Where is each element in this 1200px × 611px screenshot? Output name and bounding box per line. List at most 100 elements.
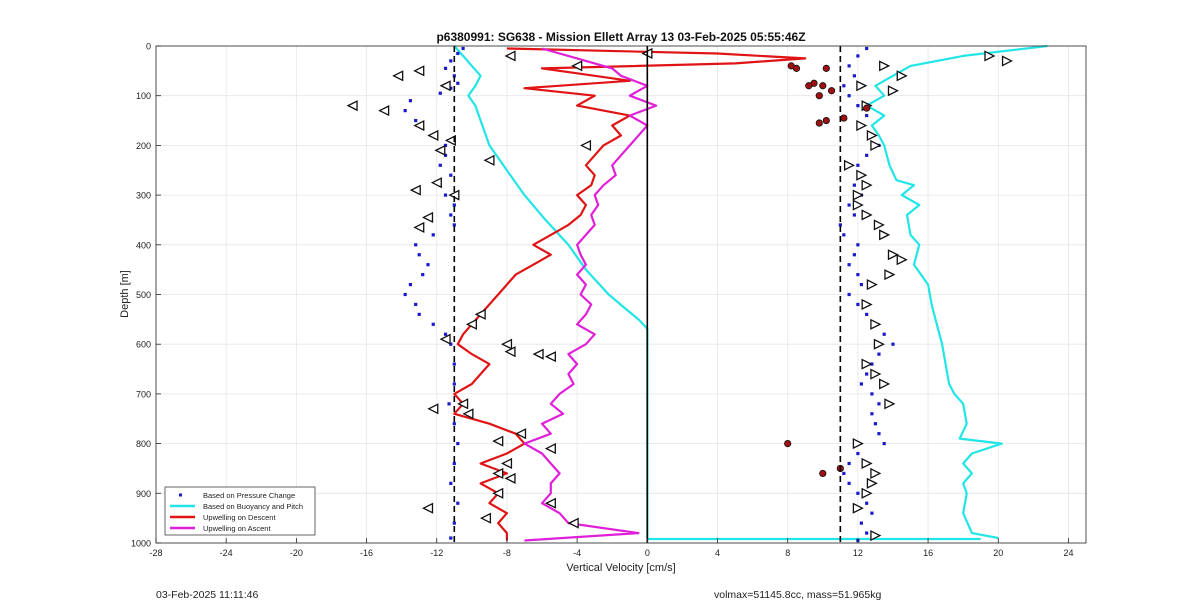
pressure-change-point	[449, 536, 453, 540]
triangle-left-marker	[532, 348, 544, 360]
triangle-right-marker	[861, 179, 873, 191]
triangle-right-marker	[1001, 55, 1013, 67]
triangle-left-marker	[422, 502, 434, 514]
pressure-change-point	[443, 143, 448, 147]
pressure-change-point	[847, 461, 851, 466]
triangle-right-marker	[861, 209, 873, 221]
x-tick-label: -28	[149, 548, 162, 558]
pressure-change-point	[852, 74, 856, 78]
triangle-right-marker	[870, 467, 882, 479]
x-tick-label: 8	[785, 548, 790, 558]
y-axis-label: Depth [m]	[119, 270, 131, 318]
pressure-change-point	[449, 481, 453, 485]
reference-lines	[453, 46, 842, 543]
pressure-change-point	[856, 243, 860, 247]
based-on-buoyancy-and-pitch-line	[865, 44, 1048, 540]
pressure-change-point	[847, 481, 851, 485]
triangle-left-marker	[413, 65, 425, 77]
x-axis-label: Vertical Velocity [cm/s]	[566, 562, 675, 574]
triangle-left-marker	[567, 517, 579, 529]
pressure-change-point	[859, 521, 863, 525]
triangle-right-marker	[861, 298, 873, 310]
pressure-change-point	[452, 382, 456, 386]
triangle-right-marker	[884, 398, 896, 410]
triangle-left-marker	[427, 403, 439, 415]
circle-marker	[840, 114, 848, 122]
legend: Based on Pressure Change Based on Buoyanc…	[164, 486, 316, 536]
triangle-left-marker	[409, 184, 421, 196]
triangle-right-marker	[873, 338, 885, 350]
triangle-left-marker	[504, 50, 516, 62]
pressure-change-point	[449, 213, 453, 217]
pressure-change-point	[870, 412, 874, 416]
pressure-change-point	[859, 382, 863, 386]
triangle-left-marker	[346, 100, 358, 112]
circle-marker	[822, 116, 830, 125]
triangle-left-marker	[492, 435, 504, 447]
pressure-change-point	[852, 253, 856, 257]
pressure-change-point	[447, 402, 451, 406]
triangle-left-marker	[474, 308, 486, 320]
pressure-change-point	[417, 312, 421, 316]
pressure-change-point	[847, 64, 851, 68]
triangle-left-marker	[515, 428, 527, 440]
triangle-left-marker	[413, 221, 425, 233]
pressure-change-point	[856, 273, 860, 277]
pressure-change-point	[865, 46, 869, 51]
pressure-change-point	[842, 84, 846, 88]
pressure-change-point	[452, 74, 456, 78]
x-tick-label: -12	[430, 548, 443, 558]
footer-mass-info: volmax=51145.8cc, mass=51.965kg	[714, 589, 882, 601]
triangle-left-marker	[492, 467, 504, 479]
pressure-change-point	[838, 223, 842, 227]
pressure-change-point	[443, 193, 448, 197]
circle-marker	[792, 64, 801, 72]
triangle-right-marker	[873, 219, 885, 231]
x-tick-label: 24	[1063, 548, 1073, 558]
triangle-left-marker	[544, 351, 556, 363]
x-tick-label: -8	[503, 548, 511, 558]
upwelling-on-descent-line	[453, 47, 807, 541]
pressure-change-point	[856, 302, 860, 307]
pressure-change-point	[870, 511, 874, 515]
triangle-right-marker	[866, 477, 878, 489]
triangle-left-marker	[422, 211, 434, 224]
pressure-change-point	[456, 501, 460, 505]
triangle-left-marker	[500, 338, 513, 350]
x-tick-label: 12	[853, 548, 863, 558]
triangle-left-marker	[434, 144, 446, 156]
circle-marker	[815, 92, 823, 100]
pressure-change-point	[456, 81, 460, 85]
pressure-change-point	[847, 94, 851, 98]
y-tick-label: 100	[136, 91, 151, 101]
pressure-change-point	[443, 153, 448, 157]
triangle-right-marker	[852, 438, 864, 450]
pressure-change-point	[438, 91, 442, 95]
triangle-left-marker	[413, 119, 425, 132]
marker-layer	[346, 47, 1013, 542]
pressure-change-point	[865, 501, 869, 505]
pressure-change-point	[865, 372, 869, 376]
triangle-left-marker	[579, 139, 592, 151]
pressure-change-point	[438, 163, 442, 167]
triangle-left-marker	[504, 346, 516, 358]
triangle-left-marker	[439, 80, 451, 92]
footer-timestamp: 03-Feb-2025 11:11:46	[156, 589, 259, 601]
pressure-change-point	[856, 54, 860, 58]
triangle-left-marker	[492, 487, 504, 499]
triangle-right-marker	[852, 502, 864, 514]
circle-marker	[805, 82, 813, 90]
pressure-change-point	[842, 471, 846, 476]
circle-marker	[822, 64, 830, 72]
pressure-change-point	[431, 233, 435, 237]
x-tick-label: -16	[360, 548, 373, 558]
y-tick-label: 600	[136, 340, 151, 350]
x-tick-label: 16	[923, 548, 933, 558]
triangle-left-marker	[462, 408, 474, 420]
y-tick-label: 900	[136, 489, 151, 499]
pressure-change-point	[865, 312, 869, 316]
triangle-right-marker	[870, 318, 882, 330]
pressure-change-point	[842, 233, 846, 237]
triangle-right-marker	[896, 70, 908, 82]
pressure-change-point	[414, 243, 418, 247]
